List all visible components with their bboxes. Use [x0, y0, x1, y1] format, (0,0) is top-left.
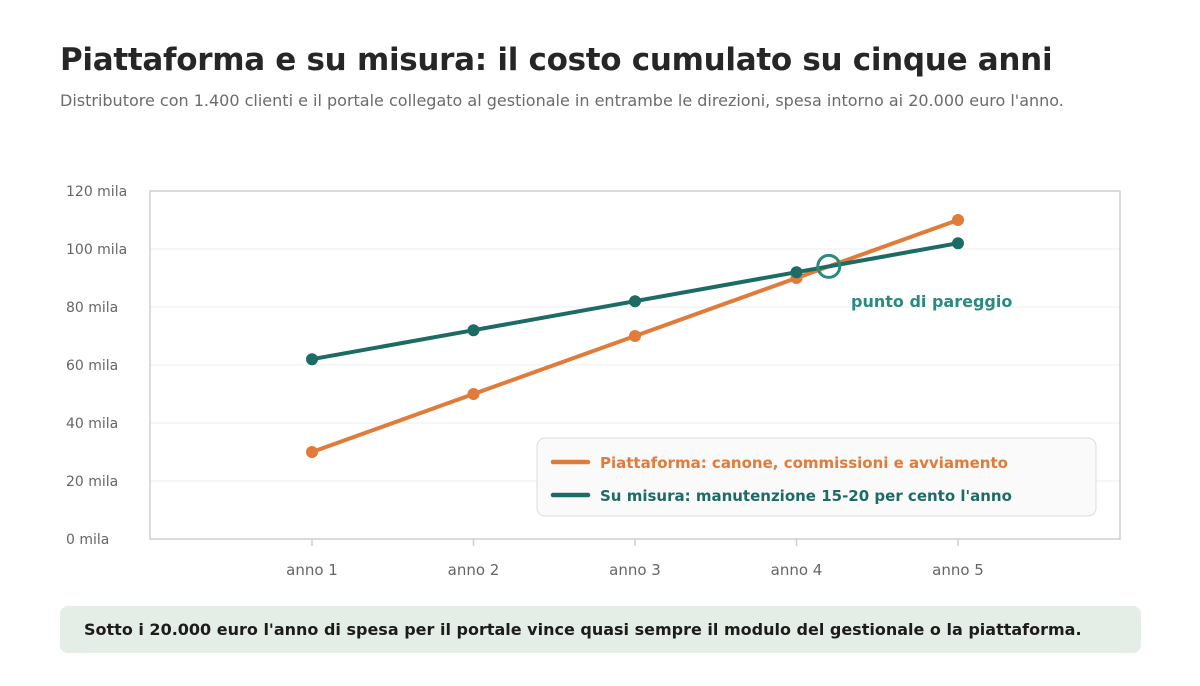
y-tick-label: 40 mila — [66, 416, 118, 432]
data-point-series-2 — [790, 266, 803, 279]
data-point-series-1 — [306, 446, 318, 458]
data-point-series-2 — [467, 324, 480, 337]
legend-box — [536, 437, 1097, 517]
y-tick-label: 120 mila — [66, 184, 127, 200]
y-tick-label: 0 mila — [66, 532, 109, 548]
y-tick-label: 60 mila — [66, 358, 118, 374]
x-tick-label: anno 5 — [932, 561, 984, 579]
chart-subtitle: Distributore con 1.400 clienti e il port… — [60, 91, 1064, 110]
x-tick-label: anno 2 — [448, 561, 500, 579]
data-point-series-2 — [306, 353, 318, 366]
y-tick-label: 80 mila — [66, 300, 118, 316]
data-point-series-2 — [952, 237, 964, 250]
legend-label-2: Su misura: manutenzione 15-20 per cento … — [600, 487, 1012, 505]
chart-title: Piattaforma e su misura: il costo cumula… — [60, 42, 1053, 78]
legend-label-1: Piattaforma: canone, commissioni e avvia… — [600, 454, 1008, 472]
break-even-label: punto di pareggio — [851, 292, 1012, 311]
x-tick-label: anno 3 — [609, 561, 661, 579]
takeaway-note: Sotto i 20.000 euro l'anno di spesa per … — [60, 606, 1141, 653]
data-point-series-1 — [952, 214, 964, 226]
x-tick-label: anno 4 — [771, 561, 823, 579]
y-tick-label: 20 mila — [66, 474, 118, 490]
y-tick-label: 100 mila — [66, 242, 127, 258]
x-tick-label: anno 1 — [286, 561, 338, 579]
break-even-marker — [816, 253, 842, 279]
data-point-series-2 — [629, 295, 641, 308]
data-point-series-1 — [629, 330, 641, 342]
data-point-series-1 — [467, 388, 480, 400]
